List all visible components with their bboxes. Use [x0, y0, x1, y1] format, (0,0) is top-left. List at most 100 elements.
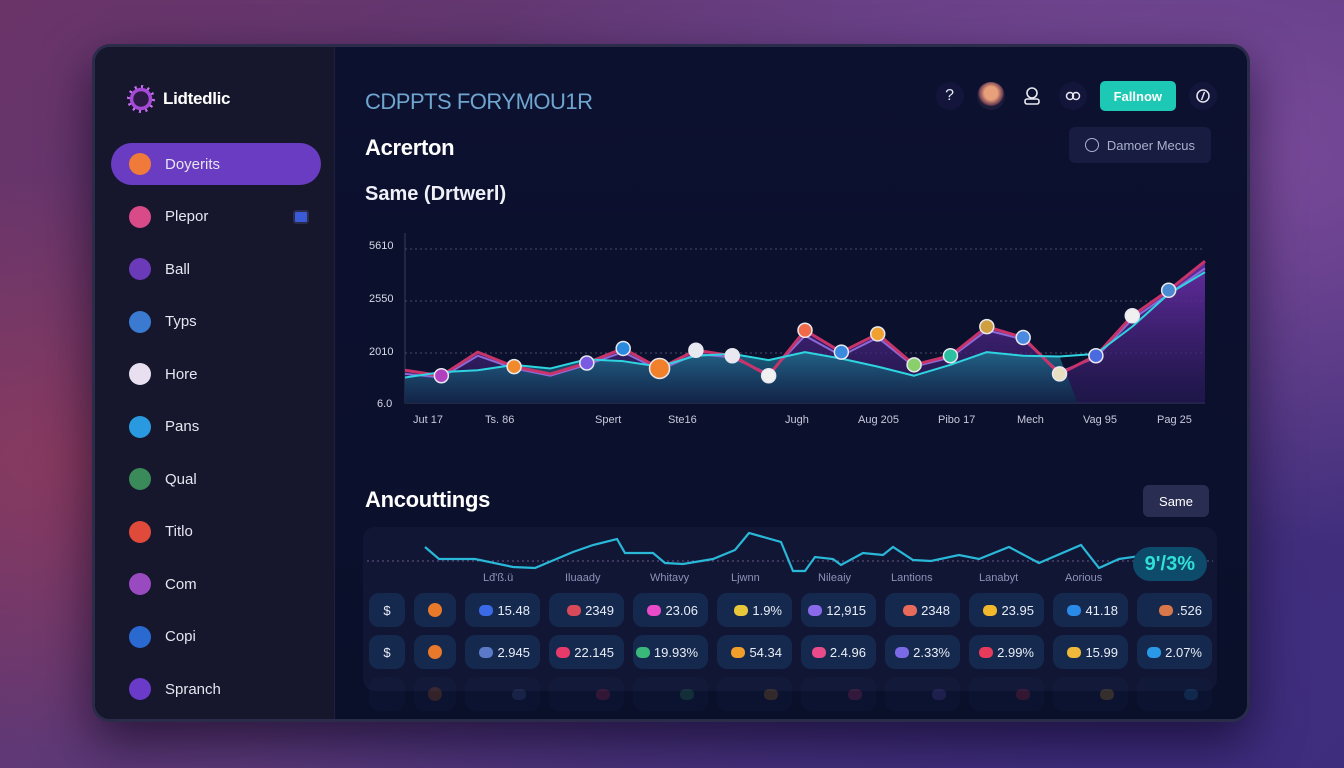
value-cell[interactable]: 2.07% [1137, 635, 1212, 669]
sidebar-item-qual[interactable]: Qual [111, 458, 321, 500]
value-cell[interactable]: .526 [1137, 593, 1212, 627]
currency-cell[interactable]: $ [369, 635, 405, 669]
account-label: Aorious [1065, 572, 1103, 584]
monitor-icon[interactable] [293, 209, 309, 224]
value-cell[interactable]: 54.34 [717, 635, 792, 669]
value-cell[interactable]: 15.48 [465, 593, 540, 627]
sidebar-item-label: Com [165, 575, 197, 593]
user-icon[interactable] [1018, 82, 1046, 110]
account-label: Lanabyt [979, 572, 1019, 584]
x-tick: Mech [1017, 414, 1044, 426]
asset-icon [1067, 604, 1082, 616]
help-icon[interactable]: ? [935, 82, 964, 110]
asset-icon [764, 688, 778, 700]
asset-icon [731, 646, 746, 658]
danger-menu-label: Damoer Mecus [1106, 137, 1195, 153]
follow-button[interactable]: Fallnow [1099, 81, 1176, 111]
compass-icon[interactable] [1189, 82, 1217, 110]
accounts-grid: $15.48 2349 23.06 1.9% 12,915 2348 23.95 41.18.… [363, 593, 1217, 719]
link-icon[interactable] [1058, 82, 1087, 110]
currency-cell[interactable] [369, 677, 405, 711]
dots-icon [129, 153, 151, 175]
value-cell[interactable]: 2348 [885, 593, 960, 627]
x-tick: Spert [595, 414, 622, 426]
y-tick: 2550 [369, 293, 394, 305]
cell-value: 41.18 [1085, 602, 1118, 618]
asset-icon [734, 604, 749, 616]
sidebar-item-com[interactable]: Com [111, 563, 321, 605]
value-cell[interactable]: 23.95 [969, 593, 1044, 627]
coin-icon[interactable] [414, 677, 456, 711]
value-cell[interactable]: 2.99% [969, 635, 1044, 669]
cell-value: 2.4.96 [829, 644, 866, 660]
y-tick: 5610 [369, 240, 394, 252]
sidebar-item-hore[interactable]: Hore [111, 353, 321, 395]
value-cell[interactable]: 15.99 [1053, 635, 1128, 669]
toolbar: ? Fallnow [935, 81, 1217, 111]
x-tick: Ste16 [668, 414, 697, 426]
value-cell[interactable] [969, 677, 1044, 711]
line-chart[interactable]: 5610 2550 2010 6.0 Jut 17 Ts. 86 Spert S… [363, 213, 1217, 453]
asset-icon [1158, 604, 1173, 616]
value-cell[interactable]: 2.945 [465, 635, 540, 669]
same-button[interactable]: Same [1143, 485, 1209, 517]
avatar[interactable] [976, 82, 1005, 110]
value-cell[interactable] [549, 677, 624, 711]
sidebar: Lidtedlic Doyerits Plepor Ball Typs Hore Pans… [95, 47, 335, 719]
coin-icon[interactable] [414, 593, 456, 627]
value-cell[interactable] [1137, 677, 1212, 711]
cell-value: 12,915 [826, 602, 866, 618]
sidebar-item-plepor[interactable]: Plepor [111, 196, 321, 238]
value-cell[interactable]: 22.145 [549, 635, 624, 669]
brand-logo-icon [127, 85, 155, 113]
sidebar-item-typs[interactable]: Typs [111, 301, 321, 343]
value-cell[interactable] [465, 677, 540, 711]
flower-icon [129, 310, 151, 333]
value-cell[interactable] [633, 677, 708, 711]
sidebar-item-copi[interactable]: Copi [111, 616, 321, 658]
app-title: CDPPTS FORYMOU1R [365, 89, 593, 114]
cell-value: 22.145 [574, 644, 614, 660]
table-row: $15.48 2349 23.06 1.9% 12,915 2348 23.95 41.18.… [363, 593, 1217, 627]
m-icon [129, 363, 151, 385]
currency-cell[interactable]: $ [369, 593, 405, 627]
main-content: CDPPTS FORYMOU1R ? Fallnow Damoer Mecus … [335, 47, 1247, 719]
x-tick: Pag 25 [1157, 414, 1192, 426]
value-cell[interactable] [801, 677, 876, 711]
sidebar-item-label: Doyerits [165, 155, 221, 173]
danger-menu-button[interactable]: Damoer Mecus [1068, 127, 1211, 163]
h-icon [129, 678, 151, 700]
value-cell[interactable]: 19.93% [633, 635, 708, 669]
value-cell[interactable] [885, 677, 960, 711]
sidebar-item-spranch[interactable]: Spranch [111, 668, 321, 710]
value-cell[interactable]: 41.18 [1053, 593, 1128, 627]
sidebar-item-pans[interactable]: Pans [111, 406, 321, 448]
asset-icon [1100, 688, 1114, 700]
sidebar-item-ball[interactable]: Ball [111, 248, 321, 290]
value-cell[interactable]: 1.9% [717, 593, 792, 627]
cell-value: 15.99 [1085, 644, 1118, 660]
value-cell[interactable] [1053, 677, 1128, 711]
cell-value: 23.95 [1001, 602, 1034, 618]
coin-icon[interactable] [414, 635, 456, 669]
value-cell[interactable]: 2349 [549, 593, 624, 627]
value-cell[interactable]: 23.06 [633, 593, 708, 627]
value-cell[interactable]: 2.4.96 [801, 635, 876, 669]
value-cell[interactable]: 12,915 [801, 593, 876, 627]
asset-icon [811, 646, 826, 658]
asset-icon [903, 604, 918, 616]
brand[interactable]: Lidtedlic [127, 85, 231, 113]
asset-icon [680, 688, 694, 700]
value-cell[interactable] [717, 677, 792, 711]
cell-value: 2.07% [1165, 644, 1202, 660]
asset-icon [596, 688, 610, 700]
sidebar-item-titlo[interactable]: Titlo [111, 511, 321, 553]
asset-icon [567, 604, 582, 616]
cell-value: 19.93% [653, 644, 698, 660]
sidebar-item-doyerits[interactable]: Doyerits [111, 143, 321, 185]
cell-value: 54.34 [749, 644, 782, 660]
value-cell[interactable]: 2.33% [885, 635, 960, 669]
asset-icon [979, 646, 994, 658]
account-label: Lđ'ß.ü [483, 572, 514, 584]
asset-icon [647, 604, 662, 616]
